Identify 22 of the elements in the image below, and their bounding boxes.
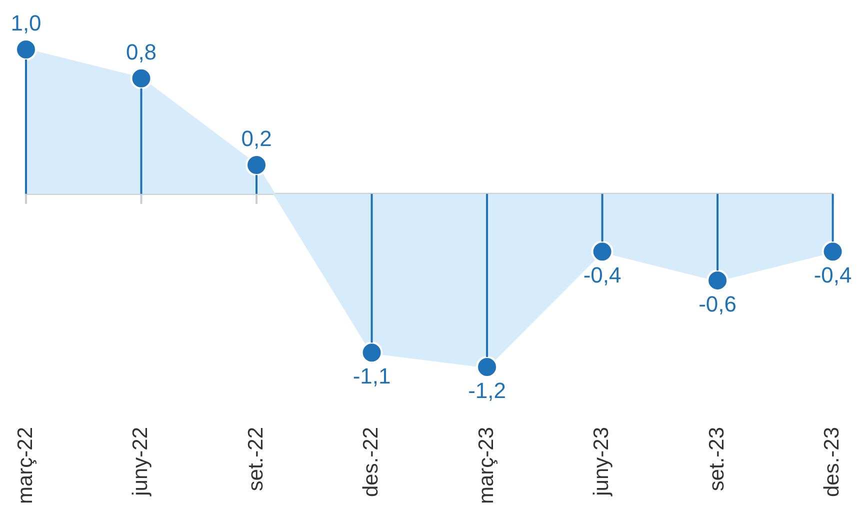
- x-tick-label: des.-23: [820, 426, 844, 498]
- data-label: -1,1: [352, 364, 391, 389]
- data-label: -0,4: [583, 262, 622, 288]
- data-label: 1,0: [10, 10, 42, 36]
- x-tick-label: set.-22: [244, 426, 268, 492]
- point: [130, 67, 152, 90]
- data-label: -0,6: [698, 292, 737, 317]
- data-label: 0,2: [241, 126, 272, 152]
- point: [822, 240, 844, 263]
- point: [15, 38, 37, 61]
- data-label: 0,8: [126, 39, 157, 64]
- point: [706, 269, 729, 292]
- x-tick-label: juny-23: [590, 426, 614, 497]
- x-tick-label: juny-22: [129, 426, 152, 497]
- x-tick-label: set.-23: [705, 426, 728, 492]
- x-tick-label: març-23: [474, 426, 498, 504]
- point: [360, 342, 383, 364]
- data-label: -0,4: [814, 262, 852, 288]
- x-tick-label: des.-22: [360, 426, 383, 498]
- x-tick-label: març-22: [14, 426, 37, 504]
- point: [591, 240, 614, 263]
- data-label: -1,2: [468, 378, 506, 404]
